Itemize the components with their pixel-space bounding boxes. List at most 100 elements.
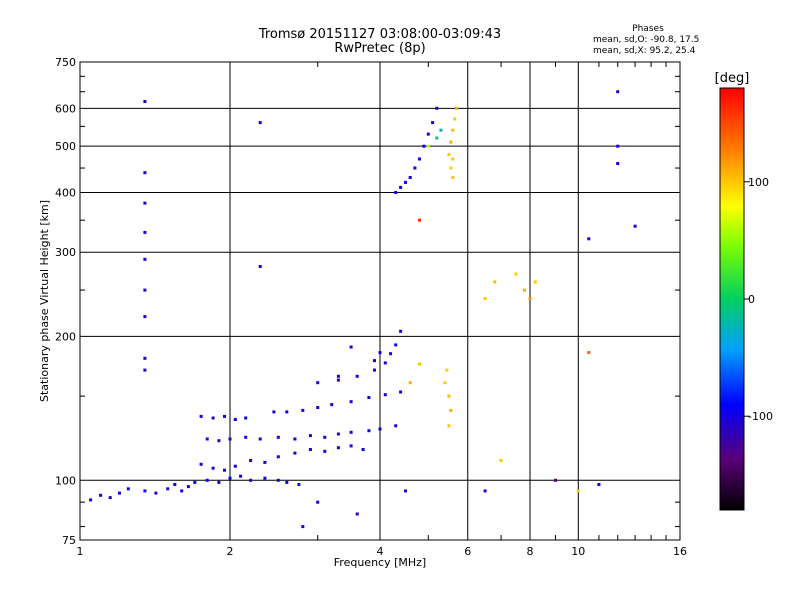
data-point	[499, 459, 503, 462]
data-point	[408, 176, 412, 179]
data-points	[89, 90, 637, 529]
x-tick-label: 10	[571, 545, 585, 558]
colorbar-tick-label: -100	[748, 410, 773, 423]
data-point	[211, 416, 215, 420]
data-point	[445, 368, 449, 372]
colorbar	[719, 87, 745, 511]
data-point	[349, 400, 353, 404]
data-point	[316, 406, 320, 409]
y-tick-label: 75	[62, 534, 76, 547]
data-point	[451, 176, 455, 179]
data-point	[435, 136, 439, 140]
colorbar-label: [deg]	[715, 71, 750, 86]
data-point	[293, 437, 297, 441]
data-point	[143, 171, 147, 175]
data-point	[143, 257, 147, 261]
data-point	[301, 525, 305, 529]
data-point	[361, 448, 365, 451]
data-point	[616, 162, 620, 165]
data-point	[143, 100, 147, 103]
data-point	[276, 455, 280, 459]
data-point	[244, 416, 248, 420]
data-point	[330, 403, 334, 407]
data-point	[373, 368, 376, 372]
data-point	[443, 381, 447, 385]
data-point	[576, 489, 580, 493]
data-point	[404, 489, 407, 493]
data-point	[143, 315, 147, 319]
data-point	[308, 434, 312, 438]
phases-heading: Phases	[632, 24, 664, 34]
data-point	[399, 390, 403, 394]
data-point	[483, 297, 487, 300]
data-point	[154, 491, 158, 495]
data-point	[399, 329, 403, 333]
data-point	[587, 237, 591, 241]
data-point	[301, 408, 305, 412]
data-point	[367, 429, 371, 433]
data-point	[293, 451, 297, 455]
data-point	[249, 459, 253, 462]
data-point	[193, 480, 197, 484]
data-point	[449, 140, 453, 144]
data-point	[355, 512, 359, 516]
y-tick-label: 200	[55, 330, 76, 343]
data-point	[633, 224, 637, 228]
data-point	[483, 489, 487, 493]
data-point	[205, 437, 209, 441]
data-point	[455, 106, 459, 110]
x-tick-label: 4	[377, 545, 384, 558]
data-point	[453, 117, 457, 121]
x-axis-label: Frequency [MHz]	[334, 556, 426, 569]
chart-title: Tromsø 20151127 03:08:00-03:09:43	[258, 27, 501, 42]
data-point	[285, 410, 289, 414]
data-point	[118, 491, 121, 495]
x-tick-label: 8	[527, 545, 534, 558]
data-point	[323, 435, 327, 439]
data-point	[143, 288, 147, 292]
y-tick-label: 400	[55, 186, 76, 199]
data-point	[276, 478, 280, 482]
data-point	[355, 374, 359, 378]
phases-o-stats: mean, sd,O: -90.8, 17.5	[593, 35, 699, 45]
data-point	[228, 437, 232, 441]
chart-subtitle: RwPretec (8p)	[334, 41, 425, 56]
data-point	[389, 352, 393, 356]
data-point	[233, 464, 237, 468]
data-point	[316, 500, 320, 504]
data-point	[199, 462, 203, 466]
data-point	[211, 466, 215, 470]
x-tick-label: 16	[673, 545, 687, 558]
x-tick-label: 6	[464, 545, 471, 558]
data-point	[89, 498, 93, 502]
data-point	[378, 427, 382, 431]
y-axis-ticks: 75 100 200 300 400 500 600 750	[55, 56, 680, 547]
data-point	[186, 485, 190, 489]
data-point	[297, 483, 301, 486]
data-point	[404, 180, 407, 184]
y-tick-label: 750	[55, 56, 76, 69]
data-point	[336, 378, 340, 382]
data-point	[336, 432, 340, 436]
data-point	[378, 351, 382, 355]
data-point	[336, 374, 340, 378]
data-point	[143, 368, 147, 372]
data-point	[394, 343, 398, 347]
data-point	[399, 185, 403, 189]
data-point	[244, 435, 248, 439]
data-point	[394, 424, 398, 428]
data-point	[349, 444, 353, 448]
data-point	[272, 410, 276, 414]
grid-lines	[80, 62, 680, 540]
data-point	[616, 90, 620, 94]
data-point	[554, 478, 557, 482]
data-point	[258, 121, 262, 125]
data-point	[239, 474, 243, 478]
data-point	[383, 361, 387, 365]
data-point	[223, 468, 226, 472]
data-point	[316, 381, 320, 385]
data-point	[447, 153, 451, 157]
data-point	[349, 345, 353, 349]
data-point	[418, 157, 421, 161]
